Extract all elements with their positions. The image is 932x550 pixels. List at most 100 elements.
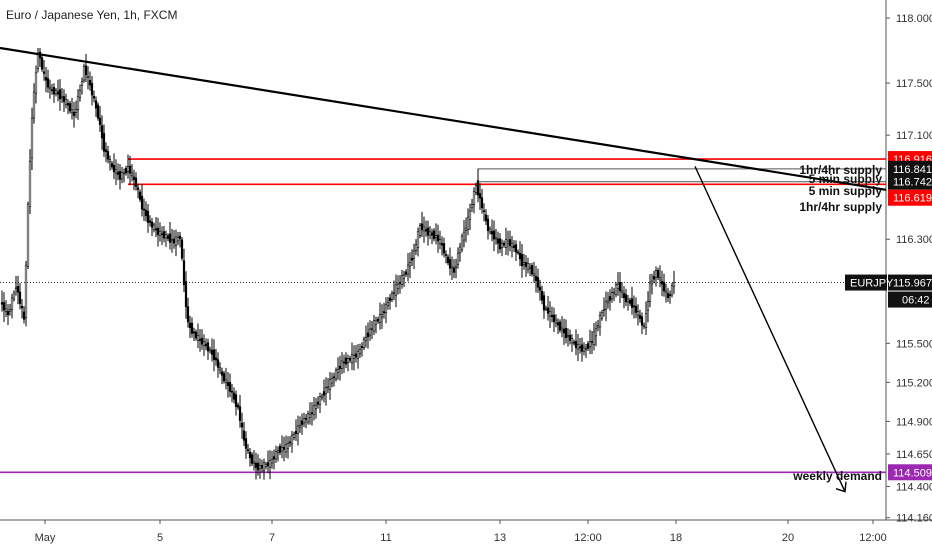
candle-body (144, 209, 148, 217)
candle-body (6, 311, 10, 315)
candle-body (194, 331, 198, 339)
candle-body (582, 347, 586, 352)
candle-body (308, 413, 312, 418)
candle-body (566, 335, 570, 337)
candle-body (592, 331, 596, 345)
candle-body (426, 227, 430, 236)
countdown-tag (888, 291, 932, 308)
candle-body (336, 369, 340, 373)
candle-body (326, 386, 330, 389)
candle-body (230, 390, 234, 393)
candle-body (312, 405, 316, 416)
candle-body (598, 315, 602, 328)
price-tag-label: 116.841 (893, 164, 932, 176)
candle-body (360, 346, 364, 349)
candle-body (104, 149, 108, 153)
candle-body (134, 177, 138, 187)
candle-body (202, 341, 206, 346)
candle-body (298, 424, 302, 428)
candle-body (340, 360, 344, 369)
candle-body (534, 276, 538, 281)
candle-body (618, 282, 622, 292)
candle-body (362, 338, 366, 348)
candle-body (54, 90, 58, 95)
price-tag (888, 464, 932, 481)
candle-body (634, 305, 638, 313)
zone-annotation: 5 min supply (809, 172, 883, 186)
arrow-head (835, 481, 847, 493)
candle-body (576, 344, 580, 350)
candle-body (70, 109, 74, 113)
candle-body (232, 392, 236, 400)
candle-body (174, 236, 178, 247)
candle-body (268, 460, 272, 468)
candle-body (142, 208, 146, 211)
candle-body (2, 302, 6, 311)
candle-body (436, 234, 440, 242)
candle-body (40, 57, 44, 70)
trendline (0, 46, 887, 191)
candle-body (550, 315, 554, 317)
candle-body (94, 100, 98, 109)
candle-body (660, 280, 664, 285)
candle-body (394, 284, 398, 296)
candle-body (164, 234, 168, 239)
candle-body (508, 239, 512, 246)
candle-body (270, 459, 274, 464)
candle-body (274, 451, 278, 460)
price-tick-label: 114.160 (896, 513, 932, 525)
candle-body (372, 320, 376, 332)
candle-body (266, 462, 270, 467)
candle-body (408, 262, 412, 267)
candle-body (498, 238, 502, 250)
candle-body (140, 195, 144, 210)
candle-body (558, 321, 562, 331)
time-tick-label: May (35, 532, 56, 544)
candle-body (20, 305, 24, 309)
candle-body (654, 270, 658, 278)
candle-body (92, 95, 96, 99)
candle-body (484, 214, 488, 222)
candle-body (190, 322, 194, 334)
candle-body (546, 307, 550, 314)
candle-body (384, 304, 388, 314)
candle-body (28, 160, 32, 207)
candle-body (482, 210, 486, 212)
candle-body (514, 244, 518, 253)
zone-annotation: 1hr/4hr supply (799, 163, 882, 177)
candle-body (380, 314, 384, 318)
candle-body (58, 89, 62, 100)
candle-body (286, 443, 290, 449)
candle-body (448, 259, 452, 269)
candle-body (454, 265, 458, 269)
candle-body (324, 387, 328, 394)
candle-body (390, 292, 394, 300)
candle-body (208, 348, 212, 352)
candle-body (64, 99, 68, 105)
price-tick-label: 118.000 (896, 13, 932, 25)
candle-body (216, 359, 220, 368)
candle-body (320, 395, 324, 399)
candle-body (26, 203, 30, 267)
candle-body (118, 171, 122, 180)
candle-body (620, 290, 624, 293)
candle-body (128, 165, 132, 174)
candle-body (468, 210, 472, 221)
candle-body (610, 292, 614, 299)
candle-body (540, 291, 544, 301)
candle-body (430, 232, 434, 236)
candle-body (518, 252, 522, 260)
candle-body (318, 396, 322, 405)
candle-body (272, 456, 276, 460)
candle-body (488, 228, 492, 233)
zone-annotation: 5 min supply (809, 184, 883, 198)
candle-body (492, 230, 496, 240)
candle-body (182, 260, 186, 286)
candle-body (578, 346, 582, 349)
price-tick-label: 114.400 (896, 481, 932, 493)
candle-body (406, 264, 410, 275)
candle-body (196, 335, 200, 342)
candle-body (672, 282, 676, 287)
candle-body (500, 243, 504, 248)
